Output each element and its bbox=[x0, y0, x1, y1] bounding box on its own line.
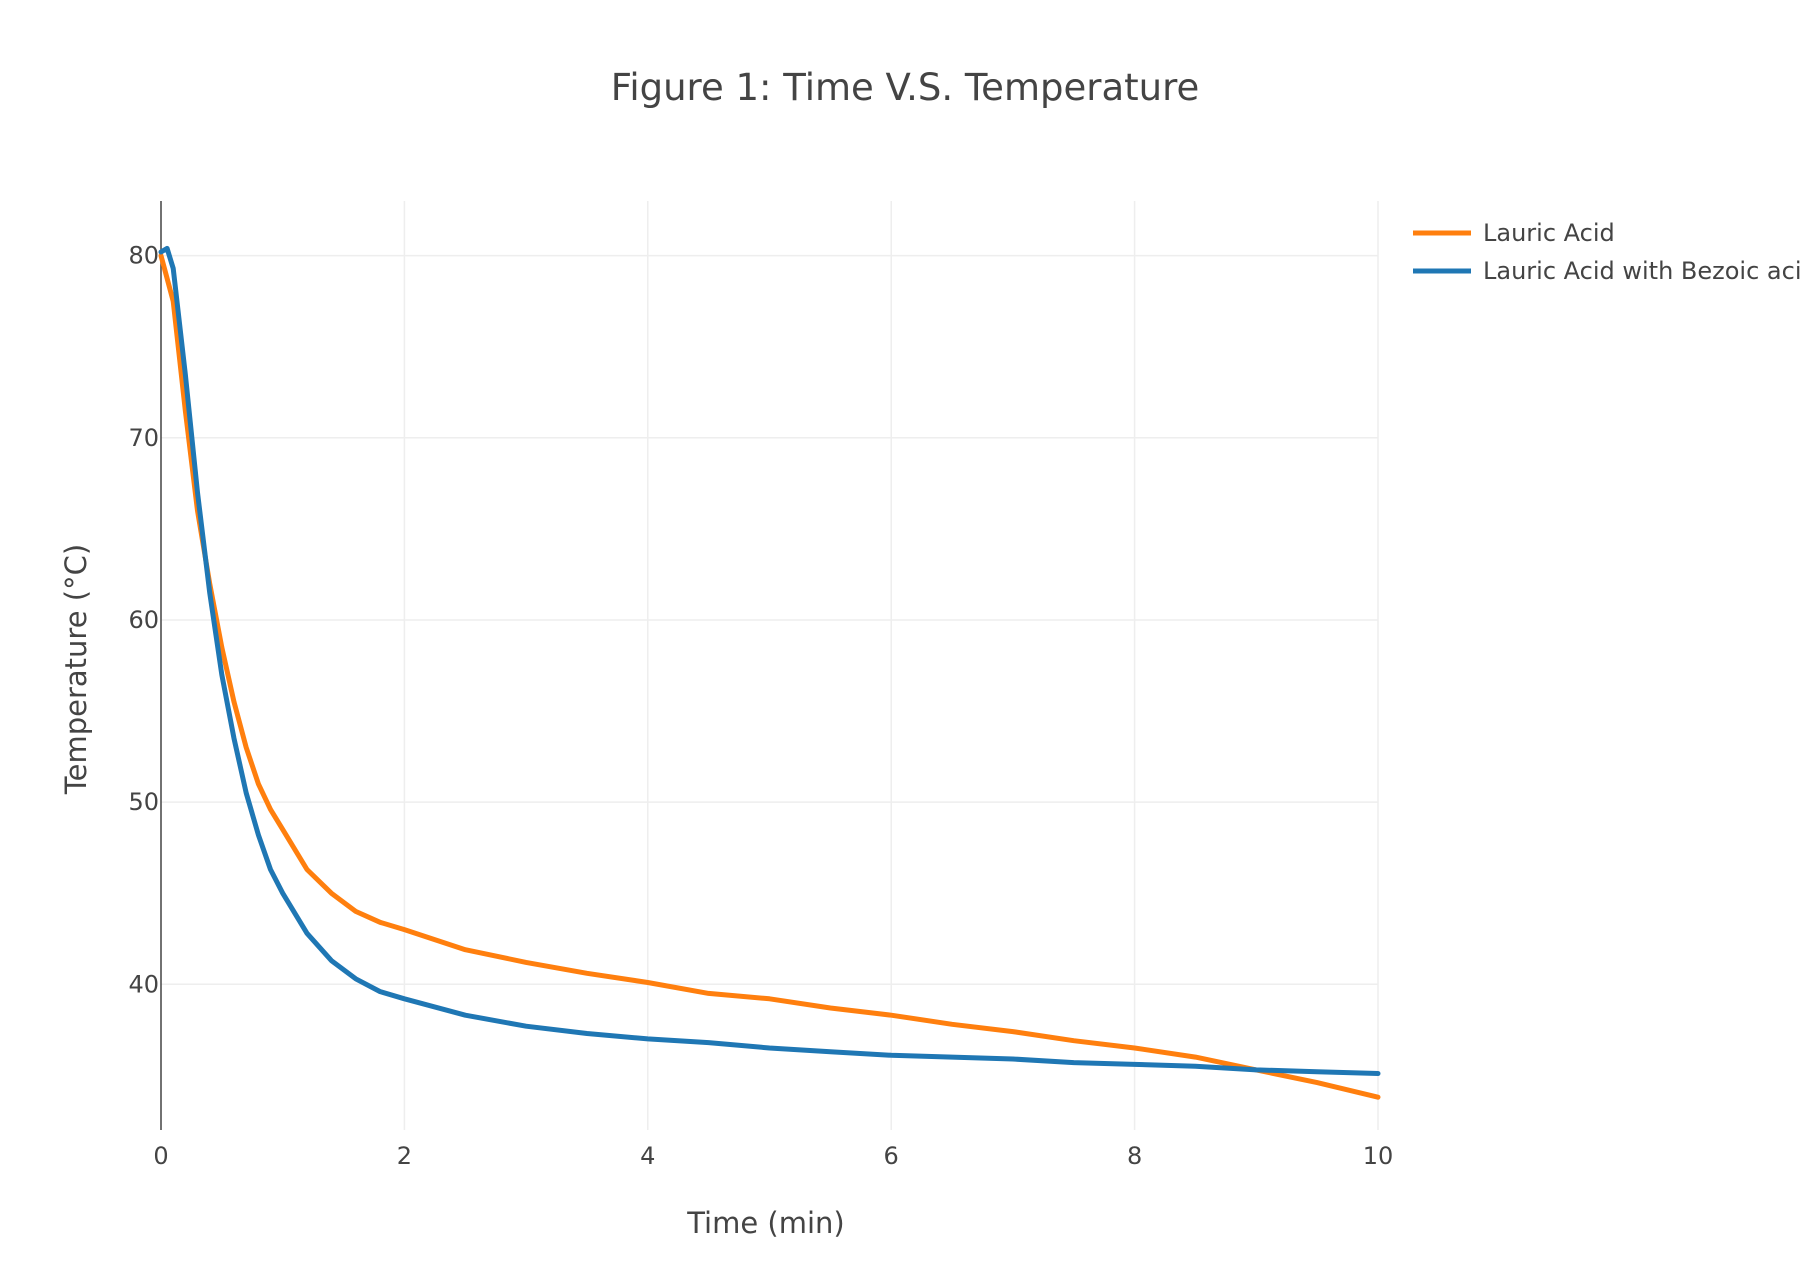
series-line-1 bbox=[158, 253, 1381, 1100]
x-tick-label: 4 bbox=[640, 1142, 655, 1170]
chart-title: Figure 1: Time V.S. Temperature bbox=[611, 66, 1200, 109]
series-line-2 bbox=[158, 245, 1381, 1076]
x-axis-title: Time (min) bbox=[686, 1206, 845, 1240]
x-tick-label: 6 bbox=[884, 1142, 899, 1170]
y-tick-label: 80 bbox=[128, 242, 159, 270]
legend-label: Lauric Acid with Bezoic aci bbox=[1483, 257, 1802, 285]
y-tick-label: 40 bbox=[128, 970, 159, 998]
legend[interactable]: Lauric Acid Lauric Acid with Bezoic aci bbox=[1413, 219, 1802, 285]
legend-label: Lauric Acid bbox=[1483, 219, 1615, 247]
tick-labels: 0 2 4 6 8 10 40 50 60 70 80 bbox=[128, 242, 1393, 1170]
y-axis-title: Temperature (°C) bbox=[59, 544, 93, 795]
series-lines bbox=[158, 245, 1381, 1100]
x-tick-label: 8 bbox=[1127, 1142, 1142, 1170]
y-tick-label: 50 bbox=[128, 788, 159, 816]
x-tick-label: 2 bbox=[397, 1142, 412, 1170]
y-tick-label: 70 bbox=[128, 424, 159, 452]
y-tick-label: 60 bbox=[128, 606, 159, 634]
x-tick-label: 0 bbox=[153, 1142, 168, 1170]
x-tick-label: 10 bbox=[1363, 1142, 1394, 1170]
